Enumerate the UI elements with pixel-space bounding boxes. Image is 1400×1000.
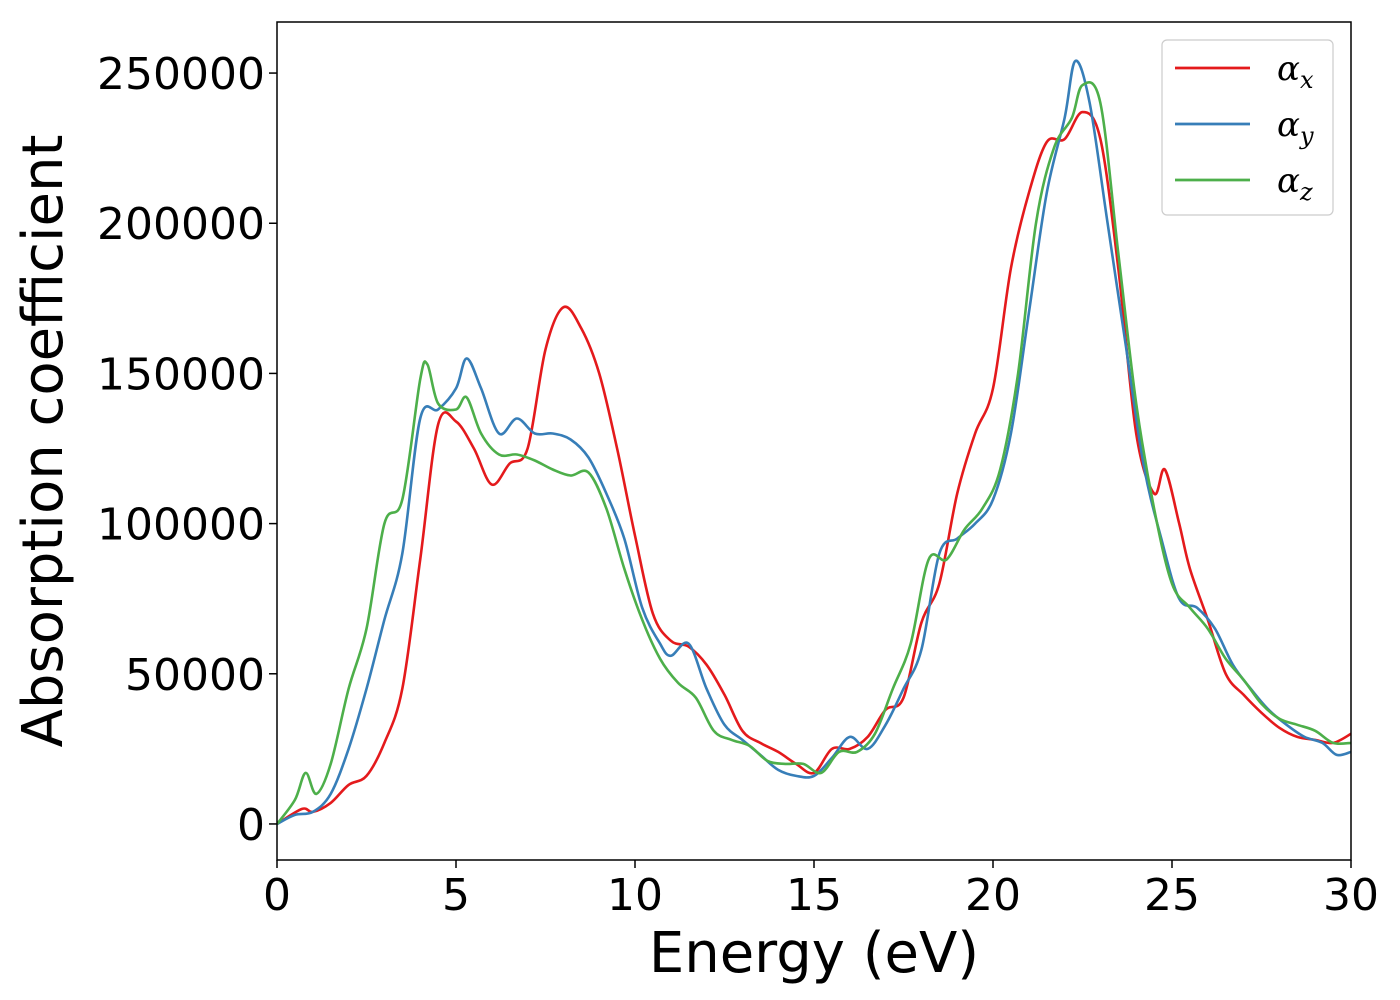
x-tick-label: 20 (965, 870, 1021, 921)
y-tick-label: 200000 (97, 199, 265, 250)
legend-label-subscript: y (1299, 122, 1314, 150)
y-tick-label: 250000 (97, 49, 265, 100)
legend-label-subscript: z (1299, 178, 1313, 206)
y-tick-label: 50000 (125, 650, 265, 701)
y-axis-ticks: 0 50000 100000 150000 200000 250000 (97, 49, 277, 851)
series-layer (277, 59, 1351, 826)
y-axis-label: Absorption coefficient (11, 135, 76, 748)
y-tick-label: 150000 (97, 349, 265, 400)
x-axis-label: Energy (eV) (649, 921, 979, 986)
series-line-x (277, 110, 1351, 826)
x-tick-label: 5 (442, 870, 470, 921)
x-tick-label: 10 (607, 870, 663, 921)
series-line-z (277, 81, 1351, 825)
x-tick-label: 30 (1323, 870, 1379, 921)
x-tick-label: 0 (263, 870, 291, 921)
legend-label-subscript: x (1300, 66, 1314, 94)
x-axis-ticks: 0 5 10 15 20 25 30 (263, 860, 1379, 921)
legend-box (1161, 39, 1334, 216)
y-tick-label: 0 (237, 800, 265, 851)
y-tick-label: 100000 (97, 500, 265, 551)
x-tick-label: 15 (786, 870, 842, 921)
x-tick-label: 25 (1144, 870, 1200, 921)
